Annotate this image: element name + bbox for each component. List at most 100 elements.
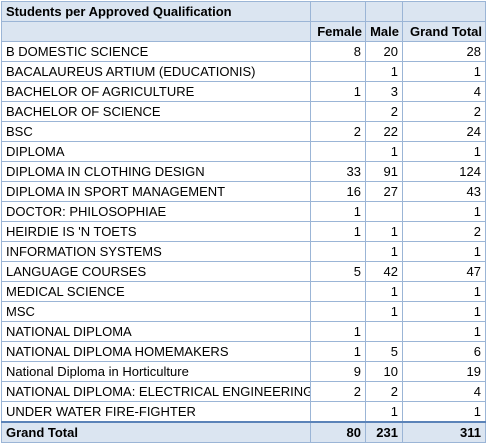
qualification-cell[interactable]: DIPLOMA IN CLOTHING DESIGN (1, 161, 311, 182)
male-count-cell[interactable] (365, 201, 403, 222)
table-title[interactable]: Students per Approved Qualification (1, 1, 311, 22)
male-count-cell[interactable] (365, 321, 403, 342)
female-count-cell[interactable] (310, 281, 366, 302)
header-row: Female Male Grand Total (1, 21, 486, 42)
grand-total-cell[interactable]: 4 (402, 381, 486, 402)
female-count-cell[interactable]: 1 (310, 201, 366, 222)
female-count-cell[interactable] (310, 241, 366, 262)
grand-total-cell[interactable]: 1 (402, 61, 486, 82)
female-count-cell[interactable]: 9 (310, 361, 366, 382)
grand-total-cell[interactable]: 2 (402, 221, 486, 242)
grand-total-cell[interactable]: 1 (402, 141, 486, 162)
qualification-cell[interactable]: MSC (1, 301, 311, 322)
header-label-cell[interactable] (1, 21, 311, 42)
grand-total-cell[interactable]: 4 (402, 81, 486, 102)
male-count-cell[interactable]: 1 (365, 141, 403, 162)
male-count-cell[interactable]: 27 (365, 181, 403, 202)
table-row: MEDICAL SCIENCE 1 1 (1, 281, 486, 302)
female-count-cell[interactable] (310, 141, 366, 162)
male-count-cell[interactable]: 2 (365, 381, 403, 402)
grand-total-cell[interactable]: 1 (402, 241, 486, 262)
grand-total-cell[interactable]: 1 (402, 281, 486, 302)
male-count-cell[interactable]: 1 (365, 241, 403, 262)
grand-total-male[interactable]: 231 (365, 421, 403, 443)
male-count-cell[interactable]: 1 (365, 301, 403, 322)
qualification-cell[interactable]: NATIONAL DIPLOMA: ELECTRICAL ENGINEERING (1, 381, 311, 402)
female-count-cell[interactable]: 2 (310, 381, 366, 402)
male-count-cell[interactable]: 1 (365, 401, 403, 423)
male-count-cell[interactable]: 42 (365, 261, 403, 282)
female-count-cell[interactable]: 2 (310, 121, 366, 142)
qualification-cell[interactable]: LANGUAGE COURSES (1, 261, 311, 282)
grand-total-cell[interactable]: 6 (402, 341, 486, 362)
qualification-cell[interactable]: NATIONAL DIPLOMA (1, 321, 311, 342)
male-count-cell[interactable]: 20 (365, 41, 403, 62)
male-count-cell[interactable]: 1 (365, 61, 403, 82)
female-count-cell[interactable]: 5 (310, 261, 366, 282)
table-row: HEIRDIE IS 'N TOETS 1 1 2 (1, 221, 486, 242)
qualification-cell[interactable]: BACALAUREUS ARTIUM (EDUCATIONIS) (1, 61, 311, 82)
qualification-cell[interactable]: NATIONAL DIPLOMA HOMEMAKERS (1, 341, 311, 362)
qualification-cell[interactable]: BACHELOR OF AGRICULTURE (1, 81, 311, 102)
male-count-cell[interactable]: 1 (365, 281, 403, 302)
grand-total-label[interactable]: Grand Total (1, 421, 311, 443)
male-count-cell[interactable]: 91 (365, 161, 403, 182)
table-row: DIPLOMA IN CLOTHING DESIGN 33 91 124 (1, 161, 486, 182)
grand-total-cell[interactable]: 43 (402, 181, 486, 202)
qualification-cell[interactable]: MEDICAL SCIENCE (1, 281, 311, 302)
qualification-cell[interactable]: B DOMESTIC SCIENCE (1, 41, 311, 62)
column-header-grand-total[interactable]: Grand Total (402, 21, 486, 42)
grand-total-row: Grand Total 80 231 311 (1, 421, 486, 443)
grand-total-cell[interactable]: 2 (402, 101, 486, 122)
male-count-cell[interactable]: 2 (365, 101, 403, 122)
table-row: INFORMATION SYSTEMS 1 1 (1, 241, 486, 262)
qualification-cell[interactable]: DIPLOMA (1, 141, 311, 162)
grand-total-cell[interactable]: 1 (402, 321, 486, 342)
male-count-cell[interactable]: 5 (365, 341, 403, 362)
qualification-cell[interactable]: UNDER WATER FIRE-FIGHTER (1, 401, 311, 423)
female-count-cell[interactable] (310, 101, 366, 122)
table-row: DOCTOR: PHILOSOPHIAE 1 1 (1, 201, 486, 222)
male-count-cell[interactable]: 22 (365, 121, 403, 142)
female-count-cell[interactable] (310, 301, 366, 322)
female-count-cell[interactable]: 1 (310, 221, 366, 242)
qualification-cell[interactable]: National Diploma in Horticulture (1, 361, 311, 382)
grand-total-cell[interactable]: 28 (402, 41, 486, 62)
female-count-cell[interactable] (310, 61, 366, 82)
female-count-cell[interactable] (310, 401, 366, 423)
female-count-cell[interactable]: 16 (310, 181, 366, 202)
title-blank-cell[interactable] (365, 1, 403, 22)
grand-total-cell[interactable]: 124 (402, 161, 486, 182)
male-count-cell[interactable]: 3 (365, 81, 403, 102)
qualification-cell[interactable]: HEIRDIE IS 'N TOETS (1, 221, 311, 242)
table-row: BACHELOR OF AGRICULTURE 1 3 4 (1, 81, 486, 102)
female-count-cell[interactable]: 1 (310, 341, 366, 362)
female-count-cell[interactable]: 33 (310, 161, 366, 182)
grand-total-female[interactable]: 80 (310, 421, 366, 443)
female-count-cell[interactable]: 1 (310, 81, 366, 102)
qualification-cell[interactable]: BSC (1, 121, 311, 142)
grand-total-cell[interactable]: 1 (402, 201, 486, 222)
grand-total-cell[interactable]: 47 (402, 261, 486, 282)
table-row: NATIONAL DIPLOMA 1 1 (1, 321, 486, 342)
female-count-cell[interactable]: 1 (310, 321, 366, 342)
grand-total-cell[interactable]: 19 (402, 361, 486, 382)
male-count-cell[interactable]: 1 (365, 221, 403, 242)
grand-total-cell[interactable]: 24 (402, 121, 486, 142)
grand-total-cell[interactable]: 1 (402, 301, 486, 322)
table-row: MSC 1 1 (1, 301, 486, 322)
column-header-female[interactable]: Female (310, 21, 366, 42)
column-header-male[interactable]: Male (365, 21, 403, 42)
qualification-cell[interactable]: BACHELOR OF SCIENCE (1, 101, 311, 122)
table-row: LANGUAGE COURSES 5 42 47 (1, 261, 486, 282)
qualification-cell[interactable]: INFORMATION SYSTEMS (1, 241, 311, 262)
grand-total-cell[interactable]: 1 (402, 401, 486, 423)
qualification-cell[interactable]: DOCTOR: PHILOSOPHIAE (1, 201, 311, 222)
male-count-cell[interactable]: 10 (365, 361, 403, 382)
title-blank-cell[interactable] (310, 1, 366, 22)
grand-total-overall[interactable]: 311 (402, 421, 486, 443)
female-count-cell[interactable]: 8 (310, 41, 366, 62)
qualification-cell[interactable]: DIPLOMA IN SPORT MANAGEMENT (1, 181, 311, 202)
title-blank-cell[interactable] (402, 1, 486, 22)
table-row: DIPLOMA 1 1 (1, 141, 486, 162)
